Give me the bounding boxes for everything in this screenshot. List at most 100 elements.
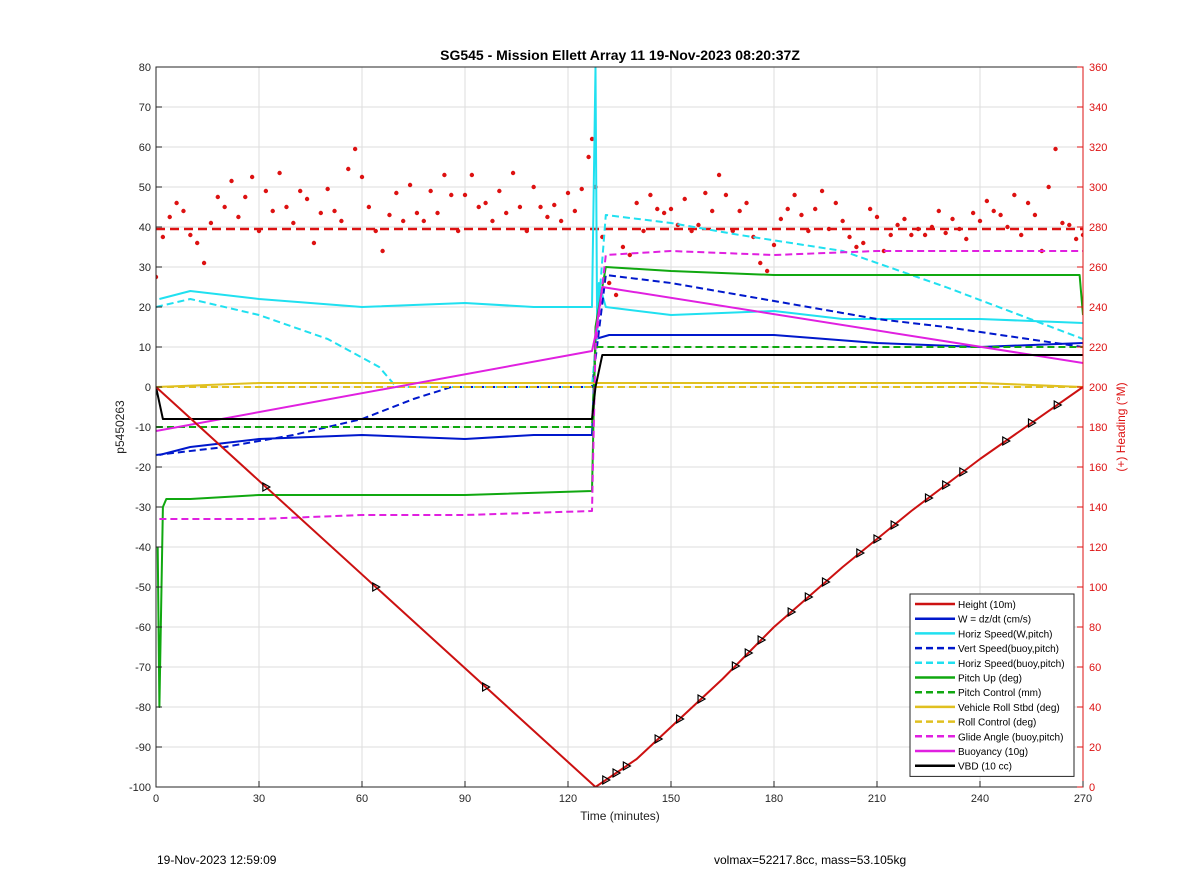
heading-point bbox=[916, 226, 921, 232]
heading-point bbox=[744, 200, 749, 206]
heading-point bbox=[497, 188, 502, 194]
legend: Height (10m) W = dz/dt (cm/s) Horiz Speed(… bbox=[909, 593, 1075, 777]
depth-marker bbox=[622, 760, 632, 772]
heading-point bbox=[222, 204, 227, 210]
heading-point bbox=[648, 192, 653, 198]
y-tick-label: 50 bbox=[139, 182, 151, 194]
y-right-tick-label: 160 bbox=[1089, 462, 1107, 474]
heading-point bbox=[813, 206, 818, 212]
depth-marker bbox=[924, 492, 934, 504]
y-right-tick-label: 320 bbox=[1089, 142, 1107, 154]
heading-point bbox=[1060, 220, 1065, 226]
y-right-tick-label: 0 bbox=[1089, 782, 1095, 794]
y-axis-label: p5450263 bbox=[113, 400, 127, 454]
heading-point bbox=[387, 212, 392, 218]
heading-point bbox=[1025, 200, 1031, 206]
y-right-tick-label: 240 bbox=[1089, 302, 1107, 314]
heading-point bbox=[490, 218, 495, 224]
heading-point bbox=[710, 208, 715, 214]
depth-marker bbox=[731, 660, 741, 672]
y-right-tick-label: 360 bbox=[1089, 62, 1107, 74]
heading-point bbox=[339, 218, 344, 224]
heading-point bbox=[661, 210, 667, 216]
heading-point bbox=[730, 228, 735, 234]
x-tick-label: 210 bbox=[868, 793, 886, 805]
depth-marker bbox=[482, 681, 491, 693]
heading-point bbox=[352, 146, 358, 152]
depth-marker bbox=[697, 693, 707, 705]
y-right-tick-label: 100 bbox=[1089, 582, 1107, 594]
depth-marker bbox=[757, 634, 767, 646]
heading-point bbox=[833, 200, 838, 206]
heading-point bbox=[1012, 192, 1017, 198]
series-height-10m bbox=[156, 386, 1083, 787]
y-right-axis-label: (+) Heading (°M) bbox=[1114, 382, 1128, 471]
heading-point bbox=[188, 232, 193, 238]
heading-point bbox=[201, 260, 207, 266]
heading-point bbox=[346, 166, 351, 172]
x-tick-label: 30 bbox=[253, 793, 265, 805]
heading-point bbox=[785, 206, 790, 212]
series-vehicle-roll-stbd-deg bbox=[156, 382, 1083, 388]
heading-point bbox=[936, 208, 941, 214]
depth-marker bbox=[372, 581, 381, 593]
plot-area bbox=[156, 67, 1083, 787]
legend-label: Vert Speed(buoy,pitch) bbox=[958, 644, 1059, 655]
y-tick-label: -50 bbox=[135, 582, 151, 594]
heading-point bbox=[394, 190, 399, 196]
heading-point bbox=[792, 192, 797, 198]
heading-point bbox=[854, 244, 859, 250]
heading-point bbox=[449, 192, 454, 198]
y-tick-label: -90 bbox=[135, 742, 151, 754]
heading-point bbox=[531, 184, 536, 190]
heading-point bbox=[799, 212, 804, 218]
series-buoyancy-10g bbox=[156, 286, 1083, 432]
heading-point bbox=[696, 222, 701, 228]
heading-point bbox=[957, 226, 962, 232]
y-tick-label: -10 bbox=[135, 422, 151, 434]
y-right-tick-label: 40 bbox=[1089, 702, 1101, 714]
y-tick-label: 70 bbox=[139, 102, 151, 114]
heading-point bbox=[304, 196, 310, 202]
heading-point bbox=[504, 210, 509, 216]
heading-point bbox=[977, 218, 983, 224]
y-right-tick-label: 280 bbox=[1089, 222, 1107, 234]
heading-point bbox=[318, 210, 323, 216]
heading-point bbox=[627, 252, 632, 258]
heading-point bbox=[950, 216, 955, 222]
heading-point bbox=[256, 228, 262, 234]
x-tick-label: 120 bbox=[559, 793, 577, 805]
heading-point bbox=[737, 208, 742, 214]
axes: 0 30 60 90 120 150 180 210 240 270-100-90-80-70-6… bbox=[129, 62, 1107, 805]
heading-point bbox=[579, 186, 584, 192]
heading-point bbox=[943, 230, 948, 236]
x-tick-label: 60 bbox=[356, 793, 368, 805]
heading-point bbox=[909, 232, 914, 238]
depth-marker bbox=[744, 647, 754, 659]
legend-label: Horiz Speed(W,pitch) bbox=[958, 629, 1052, 640]
depth-marker bbox=[262, 481, 272, 493]
y-tick-label: -60 bbox=[135, 622, 151, 634]
heading-point bbox=[455, 228, 461, 234]
heading-point bbox=[1032, 212, 1038, 218]
heading-point bbox=[366, 204, 372, 210]
depth-marker bbox=[787, 606, 797, 618]
heading-point bbox=[861, 240, 866, 246]
heading-point bbox=[565, 190, 571, 196]
series-glide-angle-buoy-pitch bbox=[159, 250, 1083, 520]
y-tick-label: -20 bbox=[135, 462, 151, 474]
heading-point bbox=[407, 182, 413, 188]
y-right-tick-label: 140 bbox=[1089, 502, 1107, 514]
heading-point bbox=[771, 242, 777, 248]
heading-point bbox=[469, 172, 475, 178]
heading-point bbox=[510, 170, 516, 176]
heading-point bbox=[895, 222, 900, 228]
series-group bbox=[156, 67, 1083, 787]
legend-label: W = dz/dt (cm/s) bbox=[958, 615, 1031, 626]
x-tick-label: 270 bbox=[1074, 793, 1092, 805]
heading-point bbox=[984, 198, 990, 204]
heading-point bbox=[359, 174, 365, 180]
heading-point bbox=[195, 240, 200, 246]
legend-label: Horiz Speed(buoy,pitch) bbox=[958, 659, 1065, 670]
